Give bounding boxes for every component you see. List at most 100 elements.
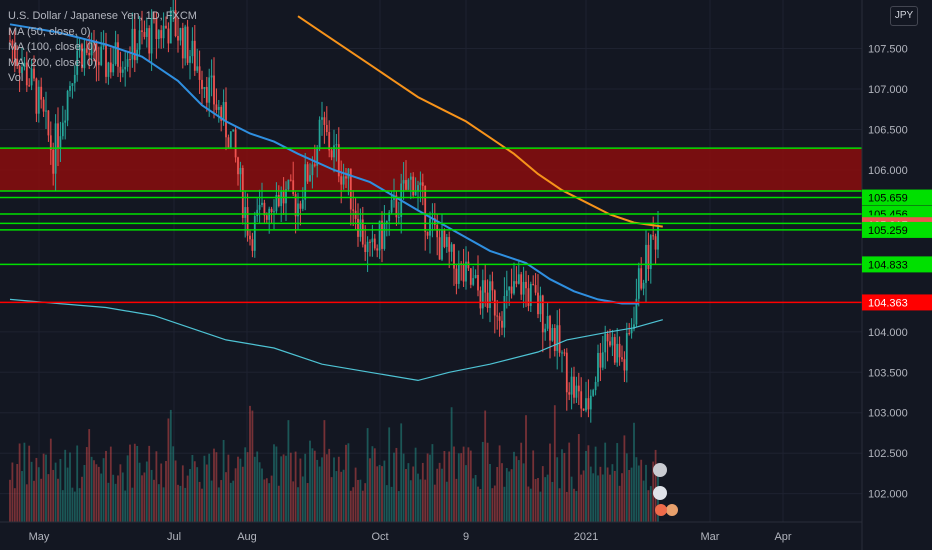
candle-body <box>412 176 415 196</box>
volume-bar <box>42 453 45 522</box>
volume-bar <box>371 446 374 522</box>
volume-bar <box>289 452 292 522</box>
candle-body <box>553 328 556 351</box>
volume-bar <box>275 446 278 522</box>
volume-bar <box>100 473 103 522</box>
volume-bar <box>25 484 28 522</box>
volume-bar <box>321 457 323 522</box>
candle-body <box>618 343 621 358</box>
volume-legend[interactable]: Vol <box>8 72 24 84</box>
volume-bar <box>625 453 628 522</box>
us-flag-icon[interactable] <box>653 463 667 477</box>
candle-body <box>169 10 172 44</box>
candle-body <box>601 352 604 368</box>
jp-flag-icon[interactable] <box>653 486 667 500</box>
volume-bar <box>71 487 74 522</box>
volume-bar <box>549 443 551 522</box>
volume-bar <box>393 452 395 522</box>
volume-bar <box>637 465 640 522</box>
volume-bar <box>484 410 487 522</box>
candle-body <box>453 244 455 269</box>
volume-bar <box>513 451 515 522</box>
volume-bar <box>645 464 647 522</box>
candle-body <box>361 219 364 245</box>
candle-body <box>145 28 148 37</box>
candle-body <box>273 211 275 213</box>
volume-bar <box>304 453 307 522</box>
candle-body <box>462 265 465 282</box>
candle-body <box>613 337 616 363</box>
candle-body <box>261 202 263 205</box>
candle-body <box>628 333 631 335</box>
volume-bar <box>210 480 213 522</box>
volume-bar <box>390 486 393 522</box>
price-label-text: 105.259 <box>868 225 908 237</box>
volume-bar <box>609 474 611 522</box>
time-axis[interactable]: May Jul Aug Oct 9 2021 Mar Apr <box>0 521 862 543</box>
price-tick-label: 106.000 <box>868 165 908 177</box>
currency-button[interactable]: JPY <box>890 6 918 26</box>
volume-bar <box>181 465 184 522</box>
candle-body <box>364 244 367 253</box>
candle-body <box>76 50 79 75</box>
candle-body <box>52 149 55 174</box>
candle-body <box>349 168 352 210</box>
price-axis[interactable]: 107.500 107.000 106.500 106.000 104.000 103.5… <box>861 0 908 550</box>
candle-body <box>133 28 136 61</box>
volume-bar <box>47 474 50 522</box>
volume-bar <box>141 475 143 522</box>
candle-body <box>88 52 91 56</box>
candle-body <box>433 218 436 225</box>
volume-bar <box>273 444 275 522</box>
candle-body <box>609 341 611 346</box>
event-icon[interactable] <box>666 504 678 516</box>
volume-bar <box>225 472 227 522</box>
volume-bar <box>373 448 376 522</box>
time-tick-label: Aug <box>237 531 257 543</box>
volume-bar <box>196 467 199 522</box>
volume-bar <box>405 469 407 522</box>
price-labels: 105.659105.456105.340105.317105.259104.8… <box>862 189 932 311</box>
ma100-legend[interactable]: MA (100, close, 0) <box>8 41 97 53</box>
event-icon[interactable] <box>655 504 667 516</box>
candle-body <box>546 316 549 329</box>
candle-body <box>657 227 659 250</box>
volume-bar <box>354 467 357 522</box>
economic-events[interactable] <box>653 463 678 516</box>
volume-bar <box>11 462 14 522</box>
candle-body <box>352 209 355 211</box>
volume-bar <box>381 466 383 522</box>
candle-body <box>71 83 74 86</box>
volume-bar <box>515 456 518 522</box>
symbol-title[interactable]: U.S. Dollar / Japanese Yen, 1D, FXCM <box>8 10 197 22</box>
candle-body <box>18 65 21 73</box>
ma50-legend[interactable]: MA (50, close, 0) <box>8 25 91 38</box>
volume-bar <box>215 452 218 522</box>
candle-body <box>143 32 146 37</box>
candlesticks <box>9 0 659 423</box>
candle-body <box>537 292 539 315</box>
price-label-text: 105.659 <box>868 193 908 205</box>
volume-bar <box>297 487 299 522</box>
candle-body <box>162 25 165 39</box>
volume-bar <box>361 490 364 522</box>
candle-body <box>263 202 266 216</box>
volume-bar <box>441 468 443 522</box>
time-tick-label: Mar <box>701 531 720 543</box>
volume-bar <box>114 483 117 522</box>
candle-body <box>172 10 175 12</box>
volume-bar <box>421 462 424 522</box>
candle-body <box>323 117 326 125</box>
candle-body <box>421 182 424 186</box>
volume-bar <box>397 491 400 522</box>
candle-body <box>107 62 110 77</box>
candle-body <box>337 144 340 177</box>
ma200-legend[interactable]: MA (200, close, 0) <box>8 56 97 69</box>
volume-bar <box>241 466 244 522</box>
candle-body <box>160 30 163 39</box>
candle-body <box>527 288 530 306</box>
time-tick-label: 9 <box>463 531 469 543</box>
candle-body <box>611 337 614 346</box>
volume-bar <box>258 462 261 522</box>
